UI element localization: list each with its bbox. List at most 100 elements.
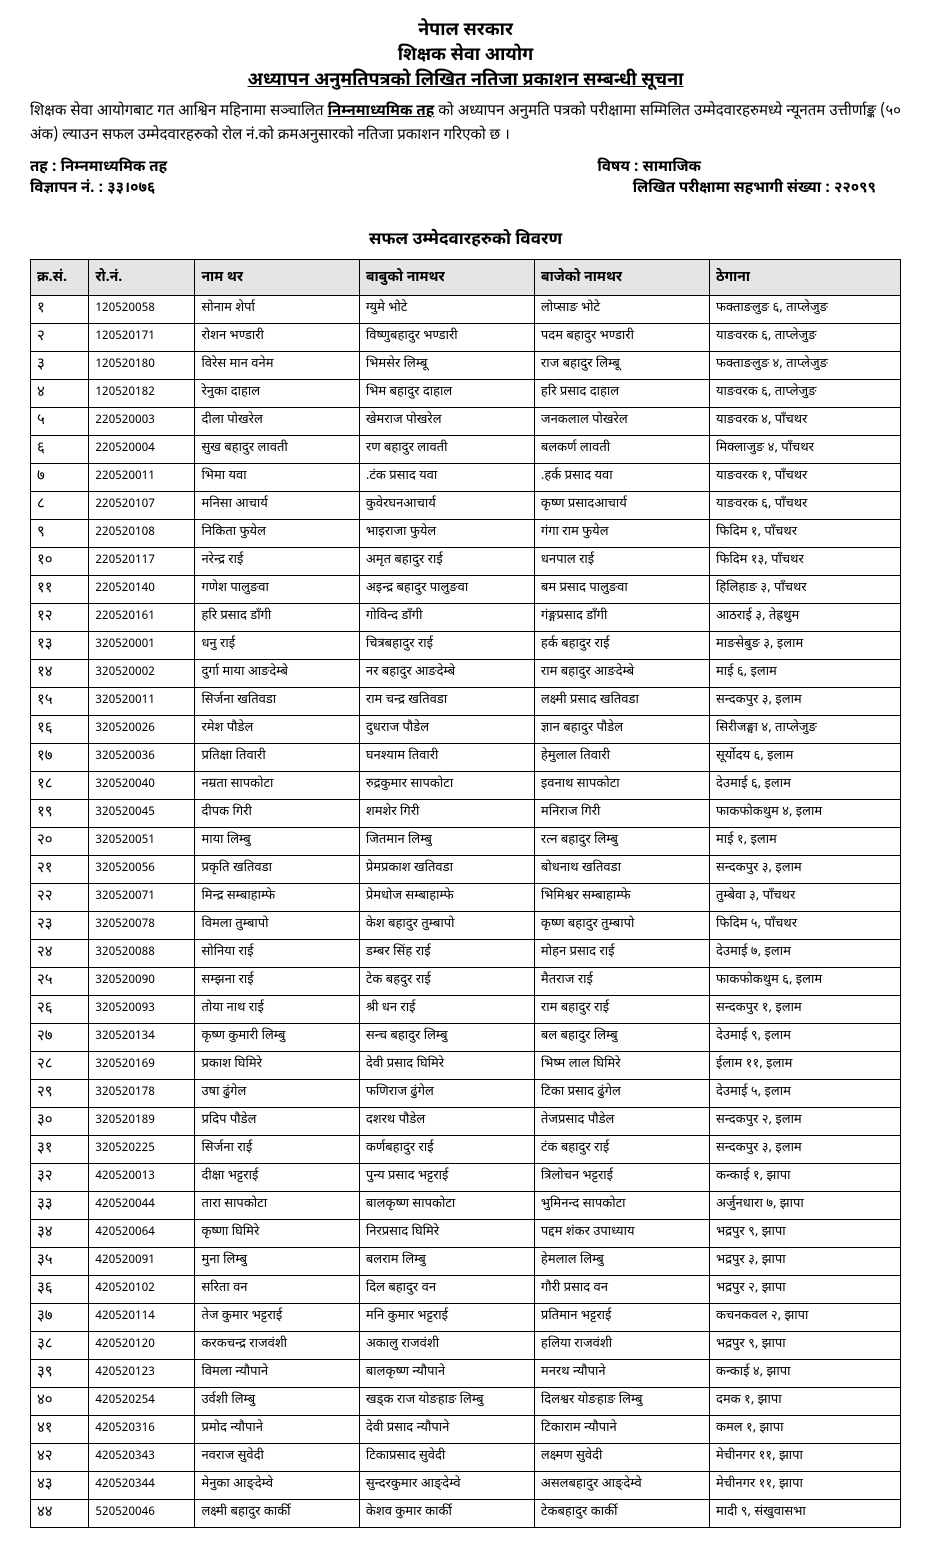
- cell-grandfather: टेकबहादुर कार्की: [534, 1500, 709, 1528]
- cell-sn: ३४: [31, 1220, 89, 1248]
- table-row: २९320520178उषा ढुंगेलफणिराज ढुंगेलटिका प…: [31, 1080, 901, 1108]
- cell-grandfather: ज्ञान बहादुर पौडेल: [534, 716, 709, 744]
- cell-roll: 420520044: [89, 1192, 195, 1220]
- intro-part1: शिक्षक सेवा आयोगबाट गत आश्विन महिनामा सञ…: [30, 103, 328, 122]
- table-title: सफल उम्मेदवारहरुको विवरण: [30, 229, 901, 251]
- table-row: ३५420520091मुना लिम्बुबलराम लिम्बुहेमलाल…: [31, 1248, 901, 1276]
- table-row: १३320520001धनु राईचित्रबहादुर राईहर्क बह…: [31, 632, 901, 660]
- cell-address: मिक्लाजुङ ४, पाँचथर: [709, 436, 900, 464]
- cell-father: राम चन्द्र खतिवडा: [359, 688, 534, 716]
- cell-sn: ३२: [31, 1164, 89, 1192]
- cell-roll: 420520254: [89, 1388, 195, 1416]
- cell-name: कृष्ण कुमारी लिम्बु: [195, 1024, 359, 1052]
- cell-father: प्रेमप्रकाश खतिवडा: [359, 856, 534, 884]
- cell-name: धनु राई: [195, 632, 359, 660]
- cell-name: प्रदिप पौडेल: [195, 1108, 359, 1136]
- cell-grandfather: जनकलाल पोखरेल: [534, 408, 709, 436]
- cell-sn: १८: [31, 772, 89, 800]
- cell-grandfather: कृष्ण बहादुर तुम्बापो: [534, 912, 709, 940]
- table-row: १२220520161हरि प्रसाद डाँगीगोविन्द डाँगी…: [31, 604, 901, 632]
- cell-sn: १७: [31, 744, 89, 772]
- cell-roll: 220520107: [89, 492, 195, 520]
- info-row-2: विज्ञापन नं. : ३३।०७६ लिखित परीक्षामा सह…: [30, 180, 901, 199]
- cell-name: दीला पोखरेल: [195, 408, 359, 436]
- table-row: ५220520003दीला पोखरेलखेमराज पोखरेलजनकलाल…: [31, 408, 901, 436]
- cell-roll: 420520120: [89, 1332, 195, 1360]
- table-body: १120520058सोनाम शेर्पाग्युमे भोटेलोप्साङ…: [31, 296, 901, 1528]
- cell-father: जितमान लिम्बु: [359, 828, 534, 856]
- cell-sn: ४१: [31, 1416, 89, 1444]
- table-row: ७220520011भिमा यवा.टंक प्रसाद यवा.हर्क प…: [31, 464, 901, 492]
- cell-grandfather: त्रिलोचन भट्टराई: [534, 1164, 709, 1192]
- cell-sn: ३१: [31, 1136, 89, 1164]
- subject-value: सामाजिक: [643, 159, 701, 178]
- cell-roll: 220520117: [89, 548, 195, 576]
- ad-label: विज्ञापन नं. :: [30, 180, 103, 199]
- intro-level: निम्नमाध्यमिक तह: [328, 103, 435, 122]
- table-row: २५320520090सम्झना राईटेक बहदुर राईमैतराज…: [31, 968, 901, 996]
- cell-roll: 220520004: [89, 436, 195, 464]
- cell-address: फिदिम १३, पाँचथर: [709, 548, 900, 576]
- table-row: ३४420520064कृष्णा घिमिरेनिरप्रसाद घिमिरे…: [31, 1220, 901, 1248]
- table-row: २६320520093तोया नाथ राईश्री धन राईराम बह…: [31, 996, 901, 1024]
- cell-address: याङवरक ६, ताप्लेजुङ: [709, 380, 900, 408]
- col-name: नाम थर: [195, 260, 359, 296]
- cell-grandfather: भिमिश्वर सम्बाहाम्फे: [534, 884, 709, 912]
- cell-sn: ४०: [31, 1388, 89, 1416]
- table-row: २८320520169प्रकाश घिमिरेदेवी प्रसाद घिमि…: [31, 1052, 901, 1080]
- cell-name: दीक्षा भट्टराई: [195, 1164, 359, 1192]
- cell-roll: 320520071: [89, 884, 195, 912]
- cell-address: भद्रपुर ३, झापा: [709, 1248, 900, 1276]
- table-row: ४४520520046लक्ष्मी बहादुर कार्कीकेशव कुम…: [31, 1500, 901, 1528]
- info-participants: लिखित परीक्षामा सहभागी संख्या : २२०९९: [633, 180, 876, 199]
- table-row: १120520058सोनाम शेर्पाग्युमे भोटेलोप्साङ…: [31, 296, 901, 324]
- table-row: ३२420520013दीक्षा भट्टराईपुन्य प्रसाद भट…: [31, 1164, 901, 1192]
- cell-father: प्रेमधोज सम्बाहाम्फे: [359, 884, 534, 912]
- cell-address: हिलिहाङ ३, पाँचथर: [709, 576, 900, 604]
- cell-roll: 320520026: [89, 716, 195, 744]
- cell-sn: १६: [31, 716, 89, 744]
- col-roll: रो.नं.: [89, 260, 195, 296]
- cell-father: रण बहादुर लावती: [359, 436, 534, 464]
- table-row: २१320520056प्रकृति खतिवडाप्रेमप्रकाश खति…: [31, 856, 901, 884]
- cell-name: सोनिया राई: [195, 940, 359, 968]
- cell-address: देउमाई ९, इलाम: [709, 1024, 900, 1052]
- cell-address: मादी ९, संखुवासभा: [709, 1500, 900, 1528]
- cell-father: .टंक प्रसाद यवा: [359, 464, 534, 492]
- cell-name: मिन्द्र सम्बाहाम्फे: [195, 884, 359, 912]
- cell-grandfather: हलिया राजवंशी: [534, 1332, 709, 1360]
- cell-roll: 320520051: [89, 828, 195, 856]
- table-row: ३120520180विरेस मान वनेमभिमसेर लिम्बूराज…: [31, 352, 901, 380]
- cell-address: माई ६, इलाम: [709, 660, 900, 688]
- results-table: क्र.सं. रो.नं. नाम थर बाबुको नामथर बाजेक…: [30, 259, 901, 1528]
- cell-name: उर्वशी लिम्बु: [195, 1388, 359, 1416]
- cell-roll: 320520134: [89, 1024, 195, 1052]
- cell-name: तारा सापकोटा: [195, 1192, 359, 1220]
- cell-roll: 520520046: [89, 1500, 195, 1528]
- cell-father: भिमसेर लिम्बू: [359, 352, 534, 380]
- cell-roll: 420520344: [89, 1472, 195, 1500]
- cell-grandfather: राम बहादुर आङदेम्बे: [534, 660, 709, 688]
- cell-name: माया लिम्बु: [195, 828, 359, 856]
- cell-father: बालकृष्ण न्यौपाने: [359, 1360, 534, 1388]
- cell-address: फाकफोकथुम ४, इलाम: [709, 800, 900, 828]
- table-row: १६320520026रमेश पौडेलदुधराज पौडेलज्ञान ब…: [31, 716, 901, 744]
- cell-roll: 420520316: [89, 1416, 195, 1444]
- cell-sn: ३३: [31, 1192, 89, 1220]
- cell-grandfather: कृष्ण प्रसादआचार्य: [534, 492, 709, 520]
- cell-grandfather: राम बहादुर राई: [534, 996, 709, 1024]
- table-row: ३१320520225सिर्जना राईकर्णबहादुर राईटंक …: [31, 1136, 901, 1164]
- cell-father: देवी प्रसाद न्यौपाने: [359, 1416, 534, 1444]
- cell-roll: 320520088: [89, 940, 195, 968]
- table-row: ९220520108निकिता फुयेलभाइराजा फुयेलगंगा …: [31, 520, 901, 548]
- cell-name: सोनाम शेर्पा: [195, 296, 359, 324]
- cell-father: दिल बहादुर वन: [359, 1276, 534, 1304]
- cell-sn: २९: [31, 1080, 89, 1108]
- ad-value: ३३।०७६: [107, 180, 155, 199]
- cell-grandfather: लक्ष्मी प्रसाद खतिवडा: [534, 688, 709, 716]
- cell-name: नरेन्द्र राई: [195, 548, 359, 576]
- cell-name: रेनुका दाहाल: [195, 380, 359, 408]
- cell-father: कुवेरघनआचार्य: [359, 492, 534, 520]
- cell-sn: २३: [31, 912, 89, 940]
- cell-grandfather: टिकाराम न्यौपाने: [534, 1416, 709, 1444]
